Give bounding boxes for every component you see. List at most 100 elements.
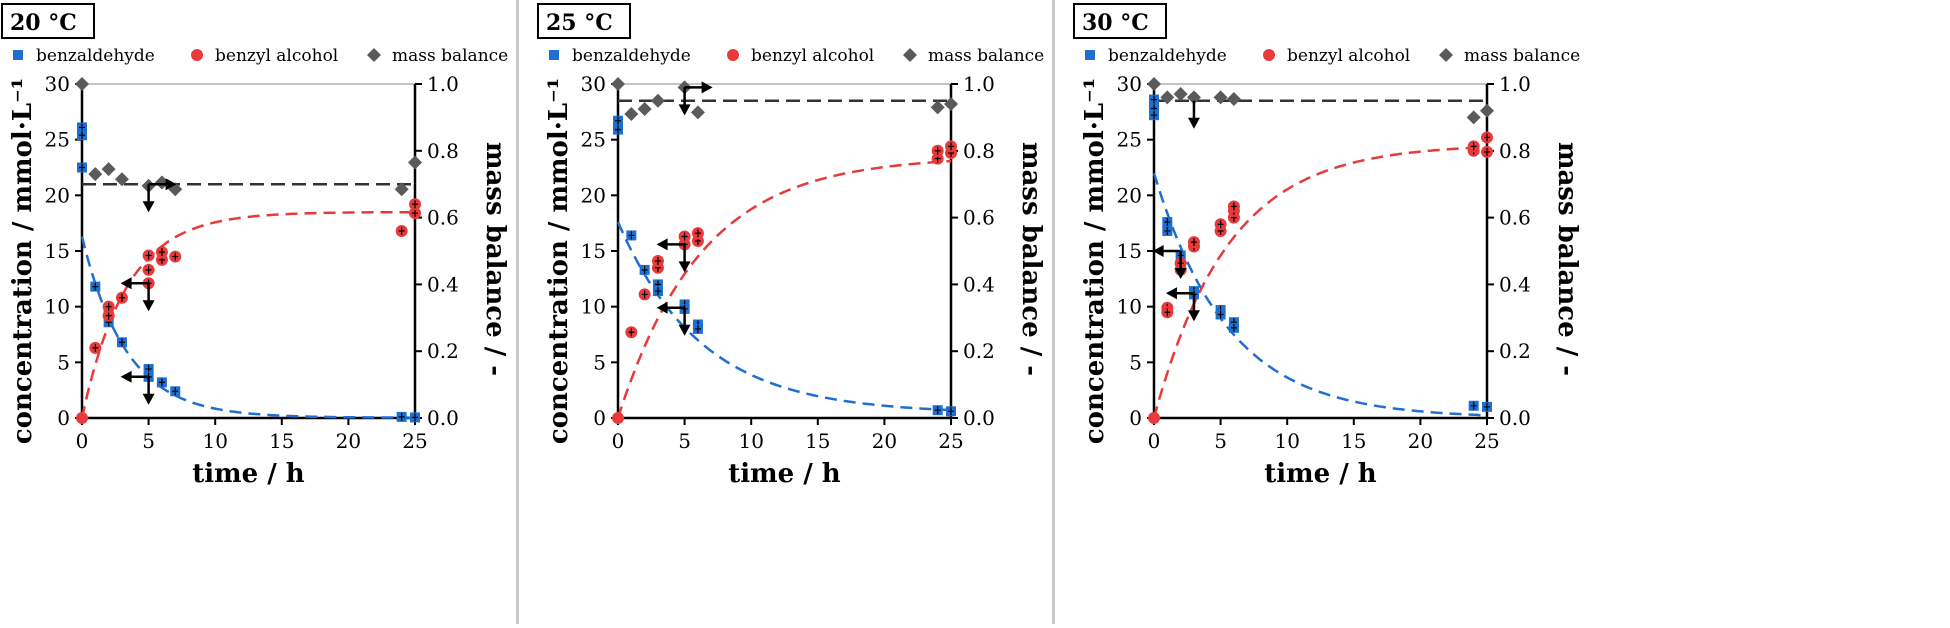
- panel-divider: [516, 0, 519, 624]
- axis-arrow-head: [1187, 117, 1200, 129]
- y-tick-label: 0: [1129, 406, 1142, 430]
- x-axis-label: time / h: [728, 459, 841, 489]
- legend-marker-mass-balance: [903, 48, 917, 62]
- axis-arrow-head: [1187, 310, 1200, 322]
- fit-curve-benzyl-alcohol: [80, 210, 416, 419]
- y-tick-label: 15: [1117, 239, 1142, 263]
- y-tick-label: 20: [581, 183, 606, 207]
- y-tick-label: 0: [593, 406, 606, 430]
- x-ticks: 0 5 10 15 20 25: [76, 418, 428, 453]
- data-point-mass-balance: [408, 155, 422, 170]
- axis-arrow-head: [678, 261, 691, 273]
- chart-legend: benzaldehyde benzyl alcohol mass balance: [13, 46, 508, 66]
- chart-panel-25c: 25 °C benzaldehyde benzyl alcohol mass bala…: [536, 0, 1052, 624]
- y-tick-label: 0: [57, 406, 70, 430]
- data-point-mass-balance: [1160, 90, 1175, 105]
- x-tick-label: 20: [872, 429, 897, 453]
- x-tick-label: 0: [76, 429, 89, 453]
- y-ticks-right: 0.0 0.2 0.4 0.6 0.8 1.0: [415, 72, 459, 430]
- x-tick-label: 10: [202, 429, 227, 453]
- y2-tick-label: 0.6: [427, 206, 459, 230]
- y2-axis-label: mass balance / -: [1552, 142, 1582, 376]
- y-tick-label: 15: [581, 239, 606, 263]
- y-tick-label: 5: [1129, 350, 1142, 374]
- y-tick-label: 10: [581, 295, 606, 319]
- fit-curve-benzaldehyde: [80, 236, 415, 419]
- x-axis-label: time / h: [192, 459, 305, 489]
- legend-label-benzaldehyde: benzaldehyde: [1108, 46, 1227, 66]
- chart-title: 30 °C: [1082, 10, 1149, 36]
- legend-label-benzyl-alcohol: benzyl alcohol: [215, 46, 338, 66]
- axis-assignment-arrows: [120, 178, 177, 405]
- series-benzaldehyde: [613, 115, 956, 417]
- chart-legend: benzaldehyde benzyl alcohol mass balance: [1085, 46, 1580, 66]
- data-point-mass-balance: [1480, 103, 1494, 118]
- data-point-mass-balance: [1173, 87, 1188, 102]
- x-tick-label: 5: [142, 429, 155, 453]
- y-axis-label: concentration / mmol·L⁻¹: [8, 78, 38, 444]
- axis-arrow-head: [142, 393, 155, 405]
- y-tick-label: 30: [1117, 72, 1142, 96]
- legend-marker-benzyl-alcohol: [727, 49, 739, 61]
- legend-label-benzyl-alcohol: benzyl alcohol: [1287, 46, 1410, 66]
- chart-title: 20 °C: [10, 10, 77, 36]
- y2-tick-label: 0.8: [963, 139, 995, 163]
- axis-arrow-head: [656, 238, 668, 251]
- data-point-mass-balance: [154, 175, 169, 190]
- legend-marker-mass-balance: [367, 48, 381, 62]
- x-tick-label: 0: [612, 429, 625, 453]
- data-point-mass-balance: [1147, 77, 1161, 91]
- data-point-mass-balance: [88, 167, 103, 182]
- y-tick-label: 25: [581, 128, 606, 152]
- x-tick-label: 25: [1474, 429, 1499, 453]
- y2-tick-label: 0.2: [1499, 339, 1531, 363]
- fit-curve-benzaldehyde: [616, 221, 952, 412]
- x-ticks: 0 5 10 15 20 25: [1148, 418, 1500, 453]
- axis-arrow-head: [678, 324, 691, 336]
- y-tick-label: 25: [1117, 128, 1142, 152]
- legend-label-benzaldehyde: benzaldehyde: [36, 46, 155, 66]
- chart-svg-30c: 30 °C benzaldehyde benzyl alcohol mass bala…: [1073, 3, 1582, 489]
- y2-tick-label: 0.8: [427, 139, 459, 163]
- data-point-mass-balance: [1213, 90, 1228, 105]
- y2-tick-label: 0.2: [427, 339, 459, 363]
- y2-tick-label: 0.4: [1499, 272, 1531, 296]
- x-tick-label: 15: [805, 429, 830, 453]
- y2-tick-label: 0.0: [1499, 406, 1531, 430]
- chart-panel-30c: 30 °C benzaldehyde benzyl alcohol mass bala…: [1072, 0, 1588, 624]
- y-tick-label: 10: [1117, 295, 1142, 319]
- series-benzyl-alcohol: [612, 140, 957, 424]
- data-point-mass-balance: [75, 77, 89, 91]
- axis-assignment-arrows: [1152, 100, 1200, 322]
- data-point-mass-balance: [611, 77, 625, 91]
- y2-tick-label: 0.4: [427, 272, 459, 296]
- series-benzaldehyde: [1149, 94, 1492, 412]
- chart-title-box: 20 °C: [1, 3, 95, 39]
- y2-tick-label: 0.4: [963, 272, 995, 296]
- data-point-mass-balance: [930, 100, 945, 115]
- data-point-benzyl-alcohol: [1148, 412, 1160, 424]
- series-mass-balance: [611, 77, 958, 122]
- y-tick-label: 5: [593, 350, 606, 374]
- y-tick-label: 10: [45, 295, 70, 319]
- y-axis-label: concentration / mmol·L⁻¹: [1080, 78, 1110, 444]
- legend-marker-benzaldehyde: [13, 50, 23, 60]
- x-tick-label: 15: [1341, 429, 1366, 453]
- y2-tick-label: 0.6: [1499, 206, 1531, 230]
- x-tick-label: 20: [336, 429, 361, 453]
- title-frame: [537, 3, 631, 39]
- axis-arrow-head: [120, 370, 132, 383]
- axis-arrow-head: [1174, 268, 1187, 279]
- legend-marker-benzyl-alcohol: [191, 49, 203, 61]
- x-tick-label: 0: [1148, 429, 1161, 453]
- axis-arrow-head: [701, 81, 713, 94]
- chart-title: 25 °C: [546, 10, 613, 36]
- chart-svg-25c: 25 °C benzaldehyde benzyl alcohol mass bala…: [537, 3, 1046, 489]
- legend-label-benzyl-alcohol: benzyl alcohol: [751, 46, 874, 66]
- data-point-mass-balance: [394, 182, 409, 197]
- fit-curve-benzaldehyde: [1152, 172, 1488, 417]
- y-ticks-right: 0.0 0.2 0.4 0.6 0.8 1.0: [1487, 72, 1531, 430]
- y-ticks-right: 0.0 0.2 0.4 0.6 0.8 1.0: [951, 72, 995, 430]
- y2-tick-label: 0.8: [1499, 139, 1531, 163]
- data-point-mass-balance: [650, 93, 665, 108]
